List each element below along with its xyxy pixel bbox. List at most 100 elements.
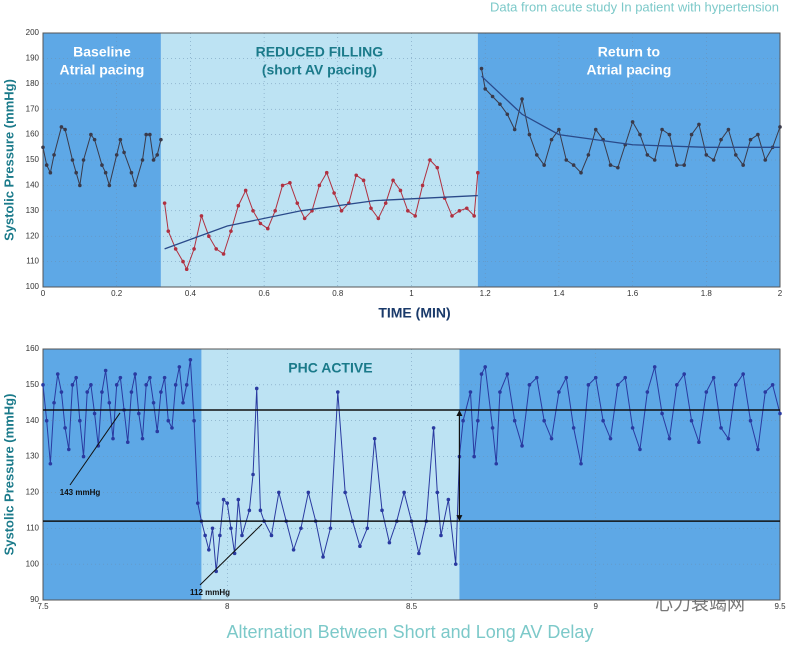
- data-point: [468, 390, 473, 394]
- data-point: [380, 508, 384, 513]
- data-point: [236, 203, 241, 208]
- y-tick-label: 100: [26, 559, 40, 568]
- region-label: (short AV pacing): [262, 62, 377, 78]
- data-point: [247, 508, 252, 513]
- data-point: [682, 163, 686, 167]
- data-point: [417, 551, 421, 556]
- data-point: [78, 418, 82, 423]
- data-point: [719, 426, 723, 430]
- data-point: [70, 383, 75, 387]
- data-point: [243, 188, 248, 193]
- data-point: [472, 454, 476, 459]
- data-point: [376, 216, 381, 221]
- data-point: [660, 411, 664, 416]
- data-point: [229, 526, 233, 531]
- data-point: [44, 418, 49, 423]
- data-point: [420, 183, 425, 188]
- data-point: [726, 436, 731, 441]
- y-tick-label: 130: [26, 452, 40, 461]
- y-tick-label: 140: [26, 416, 40, 425]
- data-point: [645, 390, 650, 394]
- data-point: [159, 137, 163, 142]
- data-point: [711, 375, 716, 380]
- y-tick-label: 100: [26, 282, 40, 291]
- data-point: [162, 375, 167, 380]
- data-point: [166, 229, 171, 233]
- y-tick-label: 150: [26, 155, 40, 164]
- data-point: [763, 390, 768, 394]
- data-point: [81, 158, 86, 162]
- data-point: [236, 497, 241, 502]
- data-point: [660, 127, 664, 132]
- data-point: [512, 418, 517, 423]
- x-tick-label: 1.6: [627, 289, 639, 298]
- data-point: [704, 390, 709, 394]
- data-point: [439, 533, 443, 538]
- data-point: [192, 418, 196, 423]
- data-point: [534, 375, 539, 380]
- region-label: PHC ACTIVE: [288, 360, 372, 376]
- data-point: [638, 447, 642, 452]
- data-point: [144, 132, 148, 137]
- data-point: [383, 201, 388, 205]
- data-point: [125, 440, 130, 445]
- data-point: [675, 163, 679, 167]
- data-point: [369, 206, 373, 211]
- data-point: [148, 375, 152, 380]
- data-point: [630, 426, 635, 430]
- data-point: [490, 426, 495, 430]
- region: [43, 349, 202, 600]
- y-axis-label: Systolic Pressure (mmHg): [1, 79, 16, 241]
- data-point: [162, 201, 167, 205]
- data-point: [472, 214, 476, 218]
- annotation-arrow: [199, 523, 263, 586]
- data-point: [564, 158, 569, 162]
- y-tick-label: 120: [26, 231, 40, 240]
- data-point: [675, 383, 679, 387]
- data-point: [549, 137, 554, 142]
- data-point: [498, 390, 502, 394]
- annotation-label: 143 mmHg: [60, 488, 101, 497]
- data-point: [151, 400, 156, 405]
- data-point: [608, 163, 613, 167]
- data-point: [450, 214, 454, 218]
- plot-frame: [42, 348, 781, 601]
- data-point: [435, 490, 440, 495]
- data-point: [173, 383, 178, 387]
- data-point: [52, 153, 56, 157]
- data-point: [70, 158, 75, 162]
- data-point: [317, 183, 322, 188]
- data-point: [273, 209, 277, 213]
- data-point: [719, 137, 723, 142]
- data-point: [129, 170, 134, 175]
- caption: Alternation Between Short and Long AV De…: [227, 622, 594, 642]
- data-point: [638, 132, 642, 137]
- data-point: [494, 461, 499, 466]
- data-point: [181, 259, 185, 264]
- data-point: [741, 163, 745, 167]
- y-tick-label: 90: [30, 595, 39, 604]
- y-tick-label: 180: [26, 79, 40, 88]
- x-tick-label: 1.2: [480, 289, 492, 298]
- data-point: [140, 436, 145, 441]
- data-point: [682, 372, 686, 376]
- trend-line: [481, 75, 780, 148]
- data-point: [343, 490, 347, 495]
- x-tick-label: 0.2: [111, 289, 123, 298]
- data-point: [103, 170, 108, 175]
- data-point: [391, 178, 395, 183]
- data-point: [85, 390, 90, 394]
- region-label: Return to: [598, 44, 660, 60]
- data-point: [520, 97, 524, 101]
- data-point: [66, 447, 71, 452]
- data-point: [118, 375, 123, 380]
- region: [459, 349, 780, 600]
- data-point: [59, 390, 64, 394]
- data-point: [240, 533, 244, 538]
- data-point: [601, 418, 605, 423]
- data-point: [129, 390, 134, 394]
- data-point: [291, 548, 296, 552]
- trend-line: [164, 194, 478, 250]
- data-point: [697, 122, 701, 127]
- y-tick-label: 140: [26, 181, 40, 190]
